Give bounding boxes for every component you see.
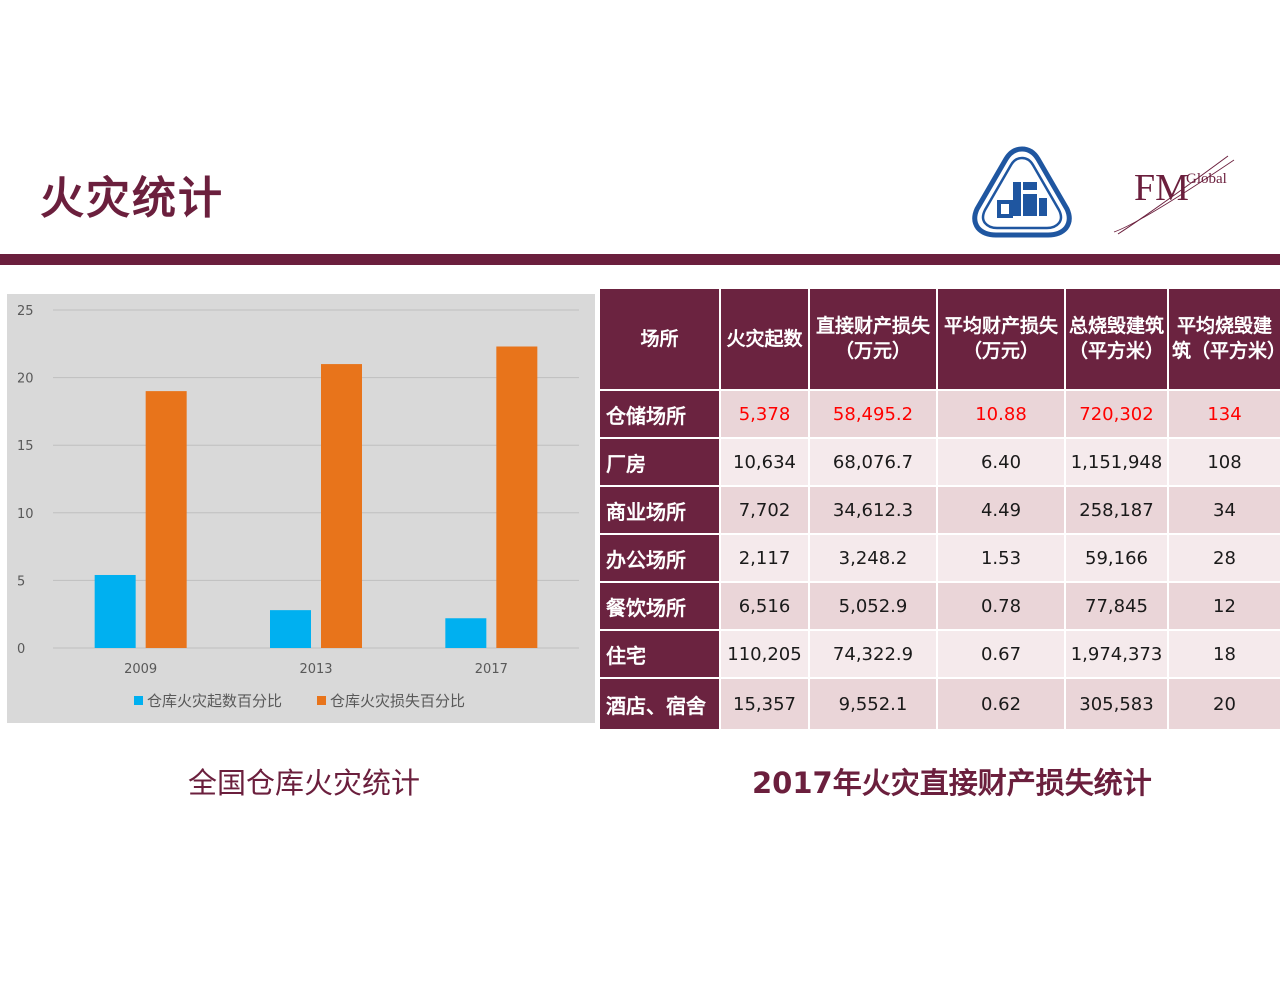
table-cell: 0.62 (936, 677, 1066, 731)
header-total-area: 总烧毁建筑（平方米） (1064, 287, 1169, 391)
fm-global-logo: FM Global (1113, 155, 1235, 235)
page-title: 火灾统计 (40, 173, 224, 224)
legend-swatch (317, 696, 326, 705)
chart-x-ticks: 2009 2013 2017 (124, 662, 508, 677)
table-cell: 6,516 (719, 581, 810, 631)
table-row: 办公场所 2,117 3,248.2 1.53 59,166 28 (598, 533, 1280, 583)
table-cell: 108 (1167, 437, 1280, 487)
table-cell: 1,974,373 (1064, 629, 1169, 679)
table-header-row: 场所 火灾起数 直接财产损失（万元） 平均财产损失（万元） 总烧毁建筑（平方米）… (598, 287, 1280, 391)
bar-2017-series-1 (496, 346, 538, 648)
x-tick-label: 2013 (299, 662, 332, 677)
y-tick-label: 20 (17, 372, 34, 387)
x-tick-label: 2017 (475, 662, 508, 677)
cnfpa-logo (972, 146, 1072, 238)
table-row: 仓储场所 5,378 58,495.2 10.88 720,302 134 (598, 389, 1280, 439)
table-row: 住宅 110,205 74,322.9 0.67 1,974,373 18 (598, 629, 1280, 679)
table-cell: 15,357 (719, 677, 810, 731)
table-cell: 28 (1167, 533, 1280, 583)
chart-bars (94, 346, 538, 648)
table-cell: 77,845 (1064, 581, 1169, 631)
bar-2009-series-1 (145, 391, 187, 648)
table-cell: 0.78 (936, 581, 1066, 631)
legend-swatch (134, 696, 143, 705)
table-row: 厂房 10,634 68,076.7 6.40 1,151,948 108 (598, 437, 1280, 487)
table-cell: 10.88 (936, 389, 1066, 439)
table-cell: 68,076.7 (808, 437, 938, 487)
table-cell: 34,612.3 (808, 485, 938, 535)
bar-2013-series-0 (270, 610, 311, 648)
table-cell: 34 (1167, 485, 1280, 535)
table-cell: 6.40 (936, 437, 1066, 487)
row-label: 厂房 (598, 437, 721, 487)
table-cell: 110,205 (719, 629, 810, 679)
legend-label: 仓库火灾起数百分比 (147, 692, 282, 710)
table-cell: 3,248.2 (808, 533, 938, 583)
y-tick-label: 10 (17, 507, 34, 522)
chart-svg: 0 5 10 15 20 25 2009 2013 2017 仓库火灾起数百分比 仓库火灾损失百… (17, 304, 579, 710)
table-cell: 0.67 (936, 629, 1066, 679)
table-row: 商业场所 7,702 34,612.3 4.49 258,187 34 (598, 485, 1280, 535)
table-cell: 258,187 (1064, 485, 1169, 535)
chart-y-ticks: 0 5 10 15 20 25 (17, 304, 34, 657)
table-row: 酒店、宿舍 15,357 9,552.1 0.62 305,583 20 (598, 677, 1280, 731)
header-venue: 场所 (598, 287, 721, 391)
chart-caption: 全国仓库火灾统计 (188, 766, 421, 800)
table-cell: 7,702 (719, 485, 810, 535)
chart-legend: 仓库火灾起数百分比 仓库火灾损失百分比 (134, 692, 465, 710)
header-avg-area: 平均烧毁建筑（平方米） (1167, 287, 1280, 391)
fm-logo-main: FM (1134, 167, 1189, 209)
fire-loss-table: 场所 火灾起数 直接财产损失（万元） 平均财产损失（万元） 总烧毁建筑（平方米）… (598, 287, 1280, 731)
table-cell: 9,552.1 (808, 677, 938, 731)
y-tick-label: 15 (17, 439, 34, 454)
bar-2017-series-0 (445, 618, 487, 648)
table-cell: 5,052.9 (808, 581, 938, 631)
table-cell: 305,583 (1064, 677, 1169, 731)
table-cell: 134 (1167, 389, 1280, 439)
y-tick-label: 5 (17, 574, 25, 589)
row-label: 酒店、宿舍 (598, 677, 721, 731)
row-label: 餐饮场所 (598, 581, 721, 631)
table-cell: 10,634 (719, 437, 810, 487)
header-divider (0, 254, 1280, 265)
fm-logo-sub: Global (1186, 171, 1227, 187)
bar-2013-series-1 (321, 364, 362, 648)
chart-gridlines (53, 309, 579, 649)
table-cell: 1.53 (936, 533, 1066, 583)
table-row: 餐饮场所 6,516 5,052.9 0.78 77,845 12 (598, 581, 1280, 631)
table-cell: 5,378 (719, 389, 810, 439)
header-avg-loss: 平均财产损失（万元） (936, 287, 1066, 391)
row-label: 办公场所 (598, 533, 721, 583)
table-caption: 2017年火灾直接财产损失统计 (752, 766, 1152, 800)
header-direct-loss: 直接财产损失（万元） (808, 287, 938, 391)
table-cell: 12 (1167, 581, 1280, 631)
table-cell: 74,322.9 (808, 629, 938, 679)
legend-label: 仓库火灾损失百分比 (330, 692, 465, 710)
table-cell: 2,117 (719, 533, 810, 583)
table-cell: 1,151,948 (1064, 437, 1169, 487)
bar-2009-series-0 (94, 574, 136, 648)
table-cell: 720,302 (1064, 389, 1169, 439)
warehouse-fire-chart: 0 5 10 15 20 25 2009 2013 2017 仓库火灾起数百分比 仓库火灾损失百… (7, 294, 595, 723)
table-cell: 4.49 (936, 485, 1066, 535)
row-label: 住宅 (598, 629, 721, 679)
table-cell: 59,166 (1064, 533, 1169, 583)
y-tick-label: 25 (17, 304, 34, 319)
row-label: 商业场所 (598, 485, 721, 535)
table-cell: 18 (1167, 629, 1280, 679)
header-fire-count: 火灾起数 (719, 287, 810, 391)
row-label: 仓储场所 (598, 389, 721, 439)
x-tick-label: 2009 (124, 662, 157, 677)
y-tick-label: 0 (17, 642, 25, 657)
table-cell: 20 (1167, 677, 1280, 731)
table-cell: 58,495.2 (808, 389, 938, 439)
